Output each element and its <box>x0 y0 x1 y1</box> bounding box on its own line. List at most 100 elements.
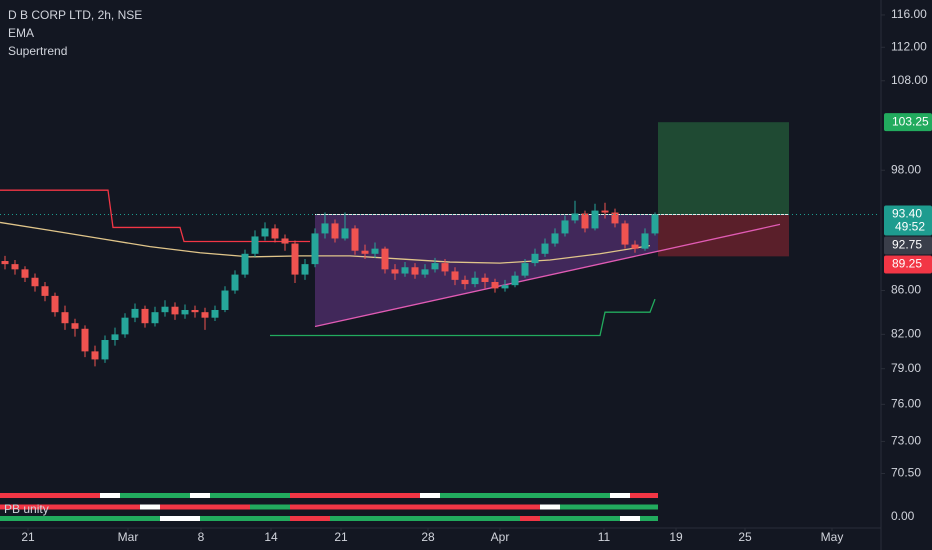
candle-body <box>281 238 289 244</box>
candle-body <box>531 253 539 264</box>
pb-segment <box>400 504 540 510</box>
candle-body <box>241 253 249 275</box>
candle-body <box>331 223 339 239</box>
pb-segment <box>330 516 520 521</box>
candle-body <box>31 277 39 287</box>
pb-segment <box>440 493 520 498</box>
price-badge-label: 92.75 <box>892 238 922 252</box>
candle-body <box>61 312 69 324</box>
pb-segment <box>210 493 290 498</box>
candle-body <box>581 213 589 229</box>
candle-body <box>471 277 479 285</box>
candle-body <box>401 267 409 274</box>
x-tick-label: 14 <box>264 530 278 544</box>
price-badge <box>884 113 932 132</box>
pb-segment <box>220 516 290 521</box>
loss-zone <box>658 214 789 257</box>
candle-body <box>611 212 619 224</box>
candle-body <box>201 312 209 318</box>
candle-body <box>511 275 519 286</box>
pb-segment <box>540 504 560 510</box>
candle-body <box>111 334 119 341</box>
candle-body <box>171 306 179 315</box>
candle-body <box>1 261 9 265</box>
candle-body <box>481 277 489 282</box>
y-tick-label: 86.00 <box>891 283 921 297</box>
supertrend <box>0 189 310 243</box>
candle-body <box>351 228 359 251</box>
pb-segment <box>140 504 160 510</box>
pb-segment <box>540 516 620 521</box>
y-tick-label: 82.00 <box>891 327 921 341</box>
candle-body <box>141 308 149 324</box>
candle-body <box>491 281 499 289</box>
supertrend <box>270 298 656 337</box>
candle-body <box>121 317 129 335</box>
candle-body <box>651 214 659 234</box>
pb-segment <box>640 516 658 521</box>
price-badge <box>884 205 932 236</box>
pb-segment <box>190 493 210 498</box>
pb-segment <box>0 516 160 521</box>
pb-segment <box>620 516 640 521</box>
candle-body <box>91 351 99 360</box>
y-tick-label: 116.00 <box>891 7 927 21</box>
candle-body <box>421 269 429 275</box>
candle-body <box>391 269 399 274</box>
pb-segment <box>160 504 250 510</box>
y-tick-label: 79.00 <box>891 361 921 375</box>
candle-body <box>221 290 229 310</box>
triangle-support <box>314 223 781 328</box>
pb-segment <box>120 493 190 498</box>
candle-body <box>451 271 459 280</box>
candle-body <box>181 309 189 315</box>
y-tick-label: 112.00 <box>891 39 927 53</box>
candle-body <box>301 264 309 275</box>
pb-segment <box>200 516 220 521</box>
pb-segment <box>560 504 620 510</box>
candle-body <box>591 210 599 229</box>
candle-body <box>151 312 159 324</box>
x-tick-label: 19 <box>669 530 683 544</box>
candle-body <box>411 267 419 275</box>
ema <box>0 221 651 264</box>
candle-body <box>191 309 199 313</box>
pb-segment <box>100 493 120 498</box>
profit-zone <box>658 122 789 215</box>
pb-segment <box>0 493 100 498</box>
pb-segment <box>160 516 200 521</box>
candle-body <box>231 274 239 291</box>
candle-body <box>321 223 329 234</box>
x-tick-label: 21 <box>21 530 35 544</box>
candle-body <box>21 269 29 278</box>
candle-body <box>261 228 269 237</box>
candle-body <box>441 263 449 272</box>
candle-body <box>621 223 629 245</box>
y-tick-label: 0.00 <box>891 509 915 523</box>
pb-segment <box>290 493 420 498</box>
candle-body <box>161 306 169 313</box>
candle-body <box>631 244 639 249</box>
price-badge-label: 103.25 <box>892 114 929 128</box>
candle-body <box>131 308 139 318</box>
pb-segment <box>290 504 400 510</box>
candle-body <box>41 286 49 296</box>
y-tick-label: 70.50 <box>891 466 921 480</box>
candle-body <box>51 295 59 313</box>
candle-body <box>541 243 549 254</box>
candle-body <box>641 233 649 249</box>
candle-body <box>561 220 569 234</box>
y-tick-label: 108.00 <box>891 73 928 87</box>
countdown: 49:52 <box>895 220 925 234</box>
candle-body <box>211 309 219 318</box>
pb-segment <box>520 493 610 498</box>
candle-body <box>311 233 319 265</box>
y-tick-label: 98.00 <box>891 162 921 176</box>
chart-title: D B CORP LTD, 2h, NSE <box>8 8 142 22</box>
price-badge <box>884 236 932 255</box>
candle-body <box>371 248 379 254</box>
price-badge-label: 93.40 <box>892 207 922 221</box>
candle-body <box>11 264 19 270</box>
